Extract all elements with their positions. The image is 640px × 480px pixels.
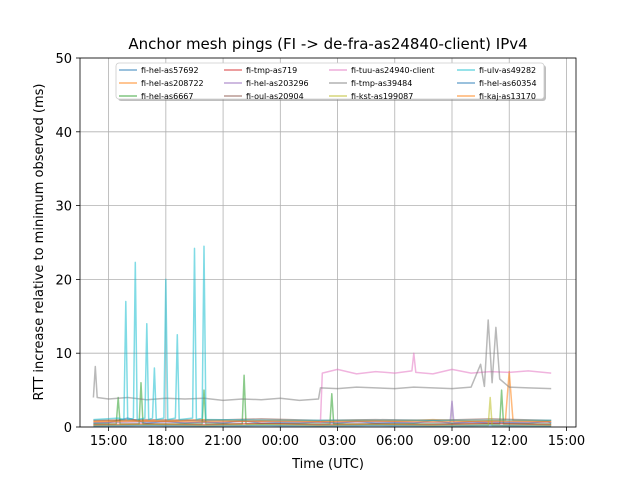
axes: 15:00 18:00 21:00 00:00 03:00 06:00 09:00 12:00… — [55, 52, 585, 449]
plot-frame — [79, 57, 577, 428]
x-axis-label: Time (UTC) — [291, 457, 364, 472]
x-tick-label: 09:00 — [433, 434, 470, 449]
x-tick-label: 15:00 — [548, 434, 585, 449]
series-line-fi-ulv-as49282 — [93, 245, 552, 422]
legend-box — [115, 62, 545, 100]
y-axis-label: RTT increase relative to minimum observe… — [32, 84, 47, 401]
series-line-fi-hel-as60354 — [93, 424, 552, 428]
chart-title: Anchor mesh pings (FI -> de-fra-as24840-… — [128, 35, 527, 53]
plot-area — [92, 245, 552, 428]
legend-label: fi-kst-as199087 — [351, 92, 413, 101]
x-tick-label: 03:00 — [319, 434, 356, 449]
legend-label: fi-kaj-as13170 — [479, 92, 536, 101]
legend-label: fi-hel-as6667 — [141, 92, 193, 101]
legend-label: fi-ulv-as49282 — [479, 66, 536, 75]
legend-label: fi-hel-as57692 — [141, 66, 199, 75]
legend-label: fi-oul-as20904 — [246, 92, 304, 101]
legend-label: fi-hel-as208722 — [141, 79, 204, 88]
legend-label: fi-hel-as60354 — [479, 79, 537, 88]
y-tick-label: 50 — [55, 52, 72, 67]
x-tick-label: 06:00 — [376, 434, 413, 449]
legend: fi-hel-as57692 fi-hel-as208722 fi-hel-as66… — [115, 62, 546, 101]
x-tick-label: 15:00 — [90, 434, 127, 449]
y-tick-label: 0 — [64, 421, 72, 436]
grid — [80, 57, 576, 428]
x-tick-label: 18:00 — [147, 434, 184, 449]
y-tick-label: 20 — [55, 273, 72, 288]
y-tick-label: 40 — [55, 126, 72, 141]
series-line-fi-kaj-as13170 — [93, 420, 552, 423]
legend-label: fi-tmp-as719 — [246, 66, 297, 75]
legend-label: fi-tuu-as24940-client — [351, 66, 434, 75]
series-line-fi-tmp-as39484 — [92, 319, 552, 402]
x-tick-label: 12:00 — [490, 434, 527, 449]
x-tick-label: 21:00 — [204, 434, 241, 449]
x-tick-label: 00:00 — [262, 434, 299, 449]
legend-label: fi-hel-as203296 — [246, 79, 309, 88]
y-tick-label: 30 — [55, 200, 72, 215]
legend-label: fi-tmp-as39484 — [351, 79, 412, 88]
y-tick-label: 10 — [55, 347, 72, 362]
